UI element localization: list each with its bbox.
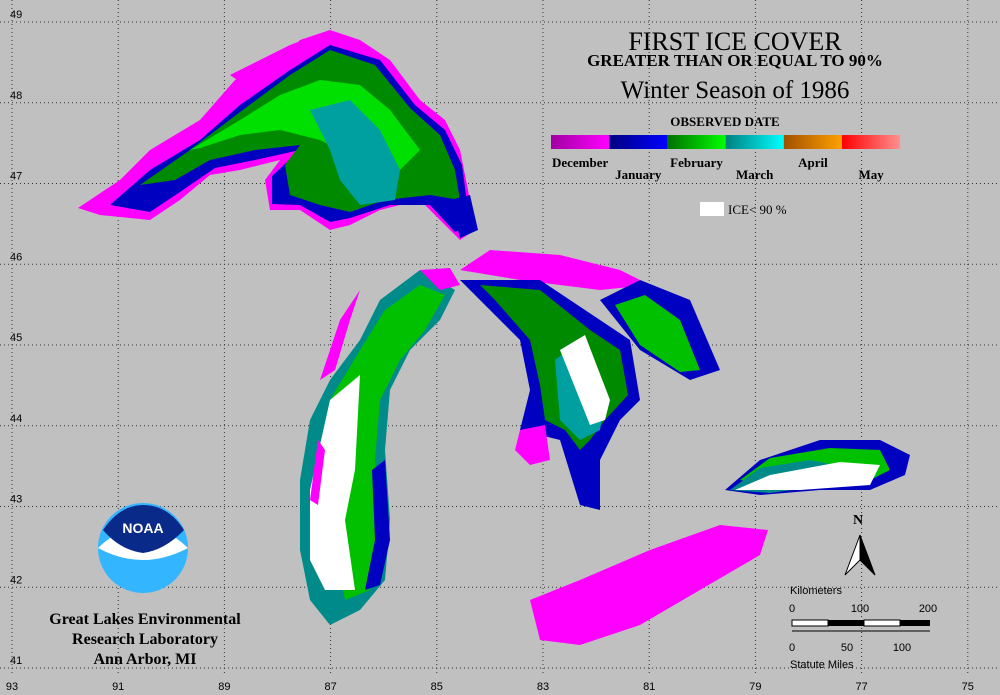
- lat-label: 48: [10, 90, 22, 102]
- lon-label: 87: [324, 681, 336, 693]
- legend-title: OBSERVED DATE: [670, 114, 779, 129]
- lon-label: 91: [112, 681, 124, 693]
- lon-label: 85: [431, 681, 443, 693]
- title: FIRST ICE COVER: [628, 27, 842, 56]
- legend-label: April: [798, 155, 828, 170]
- north-arrow: N: [844, 513, 876, 576]
- legend-label: January: [615, 167, 662, 182]
- legend-swatch: [609, 135, 668, 149]
- lat-label: 43: [10, 494, 22, 506]
- scale-title: Kilometers: [790, 585, 842, 597]
- lat-label: 45: [10, 332, 22, 344]
- lon-label: 83: [537, 681, 549, 693]
- legend-label: December: [552, 155, 609, 170]
- lat-label: 41: [10, 655, 22, 667]
- lakes: [78, 30, 910, 645]
- lab-line: Great Lakes Environmental: [49, 611, 241, 628]
- scale-mi-label: 50: [841, 642, 853, 654]
- legend-swatch: [842, 135, 901, 149]
- lon-label: 93: [6, 681, 18, 693]
- noaa-logo: NOAA: [98, 503, 188, 593]
- scale-km-label: 200: [919, 603, 937, 615]
- season: Winter Season of 1986: [621, 77, 850, 104]
- scale-bar: Kilometers Statute Miles 0 100 200 0 50 100: [789, 585, 937, 671]
- legend: December January February March April May: [551, 135, 901, 182]
- scale-km-label: 100: [851, 603, 869, 615]
- lon-label: 75: [962, 681, 974, 693]
- scale-mi-label: 0: [789, 642, 795, 654]
- scale-title: Statute Miles: [790, 659, 854, 671]
- lon-label: 81: [643, 681, 655, 693]
- lab-line: Research Laboratory: [72, 631, 218, 648]
- lat-label: 49: [10, 9, 22, 21]
- legend-swatch: [551, 135, 610, 149]
- legend-label: March: [736, 167, 774, 182]
- lon-label: 77: [855, 681, 867, 693]
- lat-label: 46: [10, 251, 22, 263]
- lab-line: Ann Arbor, MI: [94, 651, 197, 668]
- scale-mi-label: 100: [893, 642, 911, 654]
- legend-swatch: [667, 135, 726, 149]
- legend-label: May: [858, 167, 884, 182]
- lon-label: 79: [749, 681, 761, 693]
- subtitle: GREATER THAN OR EQUAL TO 90%: [587, 51, 883, 70]
- legend-swatch: [783, 135, 842, 149]
- legend-swatch: [725, 135, 784, 149]
- lat-label: 42: [10, 574, 22, 586]
- legend-label: February: [670, 155, 723, 170]
- lon-label: 89: [218, 681, 230, 693]
- low-ice-swatch: [700, 202, 724, 216]
- low-ice-label: ICE< 90 %: [728, 202, 787, 217]
- lat-label: 44: [10, 413, 22, 425]
- scale-km-label: 0: [789, 603, 795, 615]
- logo-text: NOAA: [122, 520, 163, 536]
- north-label: N: [853, 513, 863, 528]
- lat-label: 47: [10, 171, 22, 183]
